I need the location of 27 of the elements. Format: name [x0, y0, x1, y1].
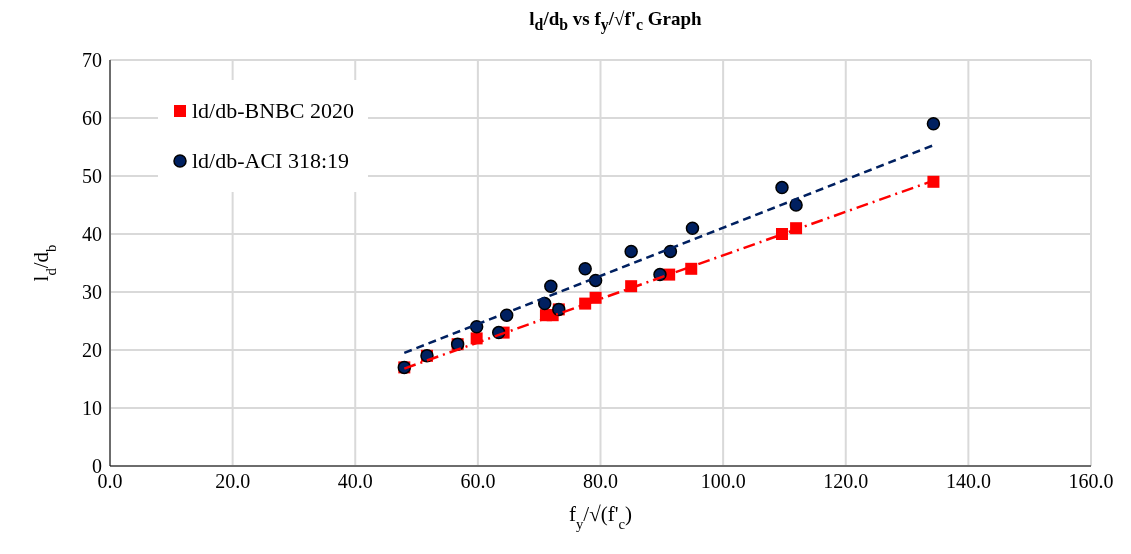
point [544, 279, 558, 293]
y-tick-label: 60 [82, 107, 102, 130]
y-tick-label: 30 [82, 281, 102, 304]
y-tick-label: 40 [82, 223, 102, 246]
point [685, 262, 698, 275]
x-tick-label: 140.0 [945, 470, 991, 493]
point [775, 180, 789, 195]
x-tick-label: 160.0 [1068, 470, 1114, 493]
y-tick-label: 70 [82, 49, 102, 72]
y-tick-label: 10 [82, 397, 102, 420]
y-tick-label: 50 [82, 165, 102, 188]
point [926, 117, 941, 131]
point [624, 244, 638, 259]
x-axis-title: f$_{y}$/√(f'$_{c}$) [568, 502, 633, 532]
point [775, 228, 788, 240]
point [578, 262, 592, 276]
chart-title: l$_{d}$/d$_{b}$ vs f$_{y}$/√f'$_{c}$ Graph [529, 8, 702, 33]
x-tick-label: 40.0 [337, 470, 373, 493]
legend-label: ld/db-BNBC 2020 [192, 98, 354, 124]
x-tick-label: 60.0 [460, 470, 496, 493]
y-tick-label: 20 [82, 339, 102, 362]
legend-label: ld/db-ACI 318:19 [192, 148, 350, 174]
point [685, 221, 700, 235]
x-tick-label: 120.0 [823, 470, 869, 493]
x-tick-label: 80.0 [583, 470, 618, 493]
x-tick-label: 20.0 [215, 470, 251, 493]
x-tick-label: 100.0 [700, 470, 746, 493]
